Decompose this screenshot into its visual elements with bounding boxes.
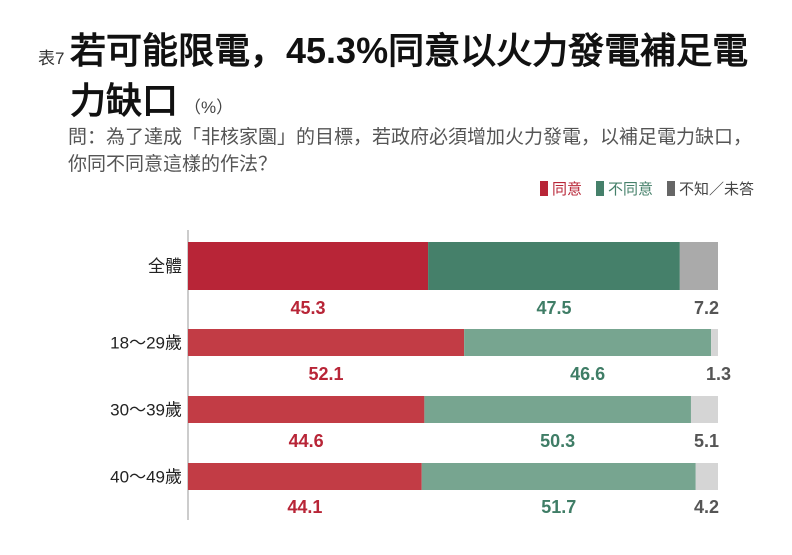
- bar-disagree: [421, 463, 696, 490]
- data-label-unknown: 7.2: [694, 298, 719, 318]
- bar-unknown: [690, 396, 718, 423]
- bar-disagree: [464, 329, 712, 356]
- legend-label: 不同意: [607, 181, 653, 198]
- category-label: 40～49歲: [110, 468, 182, 487]
- category-label: 18～29歲: [110, 334, 182, 353]
- bar-unknown: [711, 329, 718, 356]
- legend-item-disagree: 不同意: [595, 178, 653, 199]
- data-label-unknown: 5.1: [694, 431, 719, 451]
- data-label-disagree: 51.7: [541, 497, 576, 517]
- legend-label: 同意: [551, 181, 582, 198]
- data-label-disagree: 47.5: [536, 298, 571, 318]
- legend-swatch: [666, 181, 675, 196]
- data-label-agree: 45.3: [291, 298, 326, 318]
- bar-agree: [188, 396, 425, 423]
- category-label: 30～39歲: [110, 401, 182, 420]
- bar-agree: [188, 463, 422, 490]
- data-label-agree: 44.1: [287, 497, 322, 517]
- unit-label: （%）: [184, 98, 234, 117]
- chart-title: 若可能限電，45.3%同意以火力發電補足電力缺口 （%）: [70, 26, 750, 133]
- title-text: 若可能限電，45.3%同意以火力發電補足電力缺口: [70, 30, 749, 121]
- legend-swatch: [595, 181, 604, 196]
- category-label: 全體: [148, 257, 182, 276]
- bar-agree: [188, 329, 465, 356]
- legend-swatch: [539, 181, 548, 196]
- legend-item-agree: 同意: [539, 178, 582, 199]
- bar-disagree: [428, 242, 680, 290]
- bar-unknown: [679, 242, 718, 290]
- bar-unknown: [695, 463, 718, 490]
- bar-agree: [188, 242, 429, 290]
- legend-label: 不知／未答: [678, 181, 754, 198]
- data-label-unknown: 4.2: [694, 497, 719, 517]
- survey-question: 問：為了達成「非核家園」的目標，若政府必須增加火力發電，以補足電力缺口，你同不同…: [68, 127, 753, 175]
- data-label-disagree: 50.3: [540, 431, 575, 451]
- data-label-agree: 52.1: [309, 364, 344, 384]
- legend: 同意 不同意 不知／未答: [539, 178, 754, 199]
- legend-item-unknown: 不知／未答: [666, 178, 754, 199]
- data-label-agree: 44.6: [289, 431, 324, 451]
- data-label-disagree: 46.6: [570, 364, 605, 384]
- data-label-unknown: 1.3: [706, 364, 731, 384]
- bar-disagree: [424, 396, 691, 423]
- table-number: 表7: [38, 49, 65, 68]
